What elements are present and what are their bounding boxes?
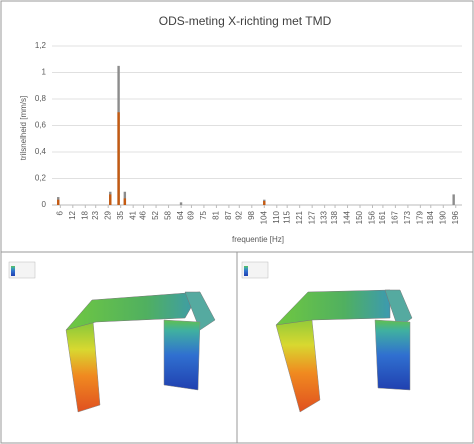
x-tick-label: 104 xyxy=(259,210,268,224)
x-tick-label: 121 xyxy=(295,210,304,224)
y-axis-label: trilsnelheid [mm/s] xyxy=(19,96,28,160)
x-tick-label: 144 xyxy=(343,210,352,224)
x-tick-label: 46 xyxy=(139,210,148,219)
x-tick-label: 161 xyxy=(378,210,387,224)
x-tick-label: 6 xyxy=(55,210,64,215)
x-axis-label: frequentie [Hz] xyxy=(232,235,284,244)
x-tick-label: 98 xyxy=(247,210,256,219)
x-tick-label: 115 xyxy=(282,210,291,223)
x-tick-label: 92 xyxy=(234,210,243,219)
x-tick-label: 35 xyxy=(116,210,125,219)
x-tick-label: 69 xyxy=(187,210,196,219)
x-tick-label: 190 xyxy=(438,210,447,224)
bar xyxy=(57,199,60,205)
legend-scale xyxy=(11,266,15,276)
x-tick-label: 58 xyxy=(164,210,173,219)
x-tick-label: 64 xyxy=(176,210,185,219)
x-tick-label: 184 xyxy=(426,210,435,224)
chart-title: ODS-meting X-richting met TMD xyxy=(159,14,332,28)
x-tick-label: 150 xyxy=(355,210,364,224)
fem-panel-left xyxy=(8,261,216,413)
joint xyxy=(184,291,216,331)
x-tick-label: 138 xyxy=(330,210,339,224)
y-tick-label: 0,6 xyxy=(35,121,47,130)
x-tick-label: 167 xyxy=(391,210,400,224)
x-tick-label: 52 xyxy=(151,210,160,219)
bar xyxy=(263,201,266,205)
bar xyxy=(117,112,120,205)
x-tick-label: 23 xyxy=(91,210,100,219)
x-tick-label: 127 xyxy=(307,210,316,224)
joint xyxy=(384,289,413,329)
x-tick-label: 110 xyxy=(272,210,281,223)
mini-legend xyxy=(8,261,36,279)
bar xyxy=(452,194,455,205)
x-tick-label: 41 xyxy=(128,210,137,219)
x-tick-label: 133 xyxy=(320,210,329,224)
x-tick-label: 81 xyxy=(212,210,221,219)
x-tick-label: 87 xyxy=(224,210,233,219)
y-tick-label: 1 xyxy=(42,68,47,77)
x-tick-label: 196 xyxy=(451,210,460,224)
y-tick-label: 0,4 xyxy=(35,147,47,156)
bar xyxy=(109,194,112,205)
y-tick-label: 0,8 xyxy=(35,94,47,103)
bar xyxy=(123,198,127,205)
fem-panel-right xyxy=(241,261,413,413)
y-tick-label: 1,2 xyxy=(35,41,47,50)
x-tick-label: 12 xyxy=(68,210,77,219)
bar xyxy=(179,202,183,205)
x-tick-label: 179 xyxy=(415,210,424,224)
x-tick-label: 29 xyxy=(103,210,112,219)
x-tick-label: 75 xyxy=(199,210,208,219)
x-tick-label: 18 xyxy=(80,210,89,219)
y-tick-label: 0,2 xyxy=(35,174,47,183)
legend-scale xyxy=(244,266,248,276)
leg xyxy=(374,319,411,391)
x-tick-label: 173 xyxy=(403,210,412,224)
x-tick-label: 156 xyxy=(368,210,377,224)
y-tick-label: 0 xyxy=(42,200,47,209)
mini-legend xyxy=(241,261,269,279)
beam xyxy=(275,289,391,326)
leg xyxy=(163,319,201,391)
